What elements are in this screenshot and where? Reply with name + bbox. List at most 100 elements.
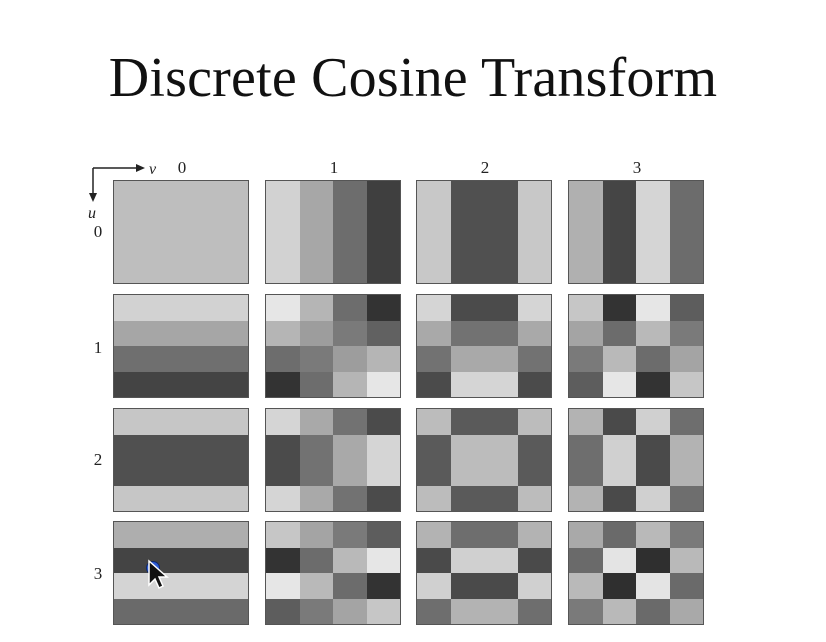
tile-cell: [114, 547, 248, 573]
dct-basis-tile-u1-v1: [265, 294, 401, 398]
tile-cell: [114, 371, 248, 397]
tile-cell: [114, 346, 248, 372]
tile-cell: [299, 295, 333, 321]
tile-cell: [517, 547, 551, 573]
tile-cell: [333, 346, 367, 372]
tile-cell: [417, 181, 451, 283]
tile-cell: [602, 460, 636, 486]
row-header-1: 1: [93, 338, 103, 357]
tile-pattern: [114, 295, 248, 397]
tile-cell: [299, 434, 333, 460]
tile-cell: [299, 371, 333, 397]
dct-basis-tile-u2-v0: [113, 408, 249, 512]
tile-cell: [669, 522, 703, 548]
tile-cell: [636, 434, 670, 460]
tile-cell: [266, 434, 300, 460]
tile-cell: [266, 598, 300, 624]
tile-cell: [636, 522, 670, 548]
tile-cell: [266, 485, 300, 511]
tile-cell: [333, 522, 367, 548]
tile-cell: [333, 573, 367, 599]
tile-cell: [114, 434, 248, 460]
tile-cell: [602, 371, 636, 397]
tile-cell: [266, 522, 300, 548]
tile-cell: [569, 295, 603, 321]
tile-cell: [266, 181, 300, 283]
u-axis-label: u: [88, 205, 96, 222]
column-header-0: 0: [177, 158, 187, 177]
tile-cell: [636, 573, 670, 599]
tile-pattern: [569, 295, 703, 397]
tile-cell: [450, 485, 484, 511]
tile-cell: [417, 485, 451, 511]
tile-cell: [569, 485, 603, 511]
tile-cell: [636, 460, 670, 486]
tile-cell: [484, 522, 518, 548]
tile-cell: [484, 181, 518, 283]
tile-cell: [669, 460, 703, 486]
tile-cell: [602, 434, 636, 460]
tile-cell: [266, 320, 300, 346]
row-header-0: 0: [93, 222, 103, 241]
tile-pattern: [114, 181, 248, 283]
tile-cell: [366, 295, 400, 321]
tile-cell: [417, 434, 451, 460]
tile-pattern: [417, 295, 551, 397]
tile-cell: [299, 409, 333, 435]
mouse-pointer-icon: [148, 559, 169, 590]
tile-cell: [636, 409, 670, 435]
tile-cell: [484, 320, 518, 346]
tile-cell: [366, 409, 400, 435]
tile-cell: [669, 181, 703, 283]
tile-pattern: [569, 409, 703, 511]
tile-cell: [266, 409, 300, 435]
dct-basis-tile-u3-v0: [113, 521, 249, 625]
tile-cell: [417, 460, 451, 486]
tile-cell: [114, 522, 248, 548]
tile-cell: [450, 434, 484, 460]
tile-cell: [450, 371, 484, 397]
tile-cell: [517, 485, 551, 511]
tile-cell: [569, 181, 603, 283]
tile-cell: [114, 320, 248, 346]
tile-cell: [569, 409, 603, 435]
tile-cell: [450, 598, 484, 624]
dct-basis-tile-u3-v3: [568, 521, 704, 625]
tile-cell: [602, 547, 636, 573]
dct-basis-tile-u0-v0: [113, 180, 249, 284]
tile-cell: [669, 434, 703, 460]
tile-cell: [602, 598, 636, 624]
tile-cell: [366, 434, 400, 460]
tile-cell: [333, 181, 367, 283]
tile-cell: [114, 598, 248, 624]
tile-cell: [484, 573, 518, 599]
tile-cell: [484, 371, 518, 397]
tile-pattern: [266, 409, 400, 511]
tile-pattern: [114, 522, 248, 624]
tile-cell: [517, 573, 551, 599]
tile-cell: [636, 320, 670, 346]
tile-cell: [417, 547, 451, 573]
tile-cell: [450, 320, 484, 346]
tile-cell: [299, 522, 333, 548]
tile-cell: [417, 573, 451, 599]
tile-cell: [299, 346, 333, 372]
tile-cell: [669, 409, 703, 435]
tile-cell: [366, 320, 400, 346]
tile-cell: [602, 409, 636, 435]
tile-cell: [602, 573, 636, 599]
tile-cell: [569, 460, 603, 486]
tile-cell: [636, 485, 670, 511]
dct-basis-tile-u0-v2: [416, 180, 552, 284]
tile-pattern: [417, 409, 551, 511]
tile-cell: [517, 181, 551, 283]
row-header-3: 3: [93, 564, 103, 583]
tile-cell: [484, 346, 518, 372]
dct-basis-tile-u0-v3: [568, 180, 704, 284]
tile-pattern: [266, 181, 400, 283]
tile-cell: [484, 598, 518, 624]
dct-basis-tile-u0-v1: [265, 180, 401, 284]
tile-cell: [517, 434, 551, 460]
tile-cell: [266, 371, 300, 397]
